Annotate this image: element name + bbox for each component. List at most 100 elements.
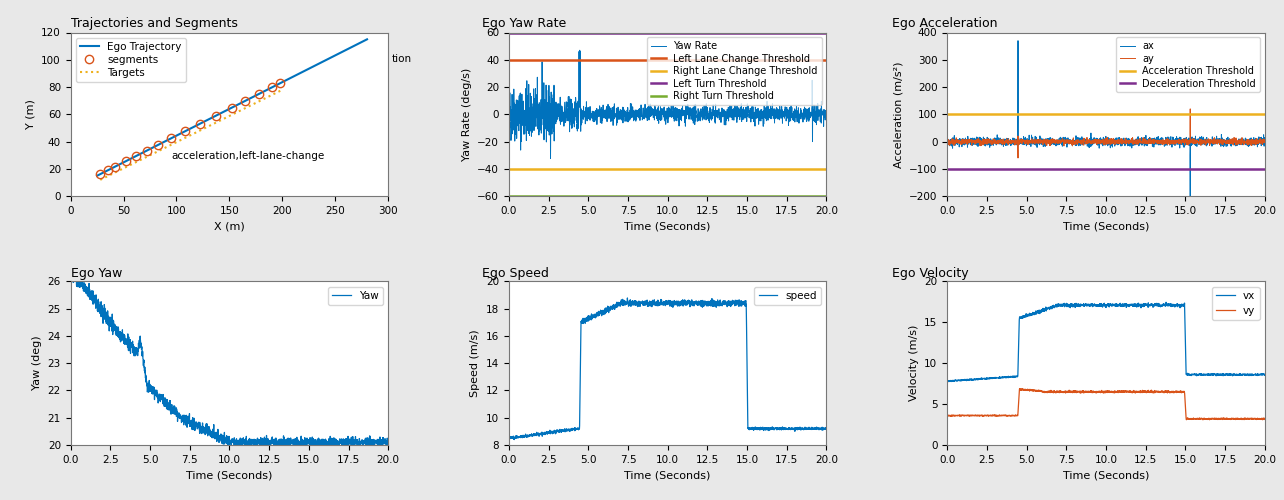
ax <box>955 138 971 143</box>
Yaw Rate <box>656 112 672 117</box>
ax <box>1248 137 1263 143</box>
segments <box>238 98 253 104</box>
Yaw <box>371 440 386 446</box>
Ego Trajectory <box>302 66 317 71</box>
Yaw <box>371 436 386 442</box>
Targets <box>92 177 108 183</box>
Right Lane Change Threshold <box>501 166 516 172</box>
Targets <box>275 87 290 93</box>
ay <box>1085 140 1100 145</box>
segments <box>272 80 288 86</box>
vx <box>1158 300 1174 306</box>
Acceleration Threshold <box>955 112 971 117</box>
vy <box>1094 388 1109 394</box>
Yaw Rate <box>819 110 835 116</box>
vy <box>1248 416 1263 422</box>
vx <box>1248 372 1263 378</box>
Yaw <box>68 270 83 276</box>
ax <box>1094 141 1109 147</box>
ay <box>1011 155 1026 161</box>
speed <box>810 426 826 432</box>
segments <box>177 128 193 134</box>
Y-axis label: Speed (m/s): Speed (m/s) <box>470 330 480 397</box>
X-axis label: Time (Seconds): Time (Seconds) <box>1063 470 1149 480</box>
segments <box>193 121 208 127</box>
Targets <box>94 176 109 182</box>
Legend: Ego Trajectory, segments, Targets: Ego Trajectory, segments, Targets <box>76 38 186 82</box>
Left Lane Change Threshold <box>501 57 516 63</box>
ax <box>1257 140 1272 146</box>
Yaw Rate <box>810 113 826 119</box>
ay <box>1248 138 1263 144</box>
ay <box>1248 142 1263 148</box>
ax <box>1190 138 1206 144</box>
Targets <box>200 124 216 130</box>
Ego Trajectory <box>352 40 367 46</box>
speed <box>517 434 533 440</box>
Text: Ego Yaw Rate: Ego Yaw Rate <box>482 18 566 30</box>
ax <box>1085 140 1100 146</box>
Y-axis label: Velocity (m/s): Velocity (m/s) <box>909 325 918 402</box>
Line: vx: vx <box>948 302 1265 382</box>
Yaw Rate <box>810 112 826 118</box>
Line: Targets: Targets <box>100 90 282 180</box>
X-axis label: Time (Seconds): Time (Seconds) <box>624 470 711 480</box>
Y-axis label: Y (m): Y (m) <box>26 100 36 130</box>
ay <box>1190 137 1206 143</box>
vx <box>1248 372 1263 378</box>
Legend: Yaw Rate, Left Lane Change Threshold, Right Lane Change Threshold, Left Turn Thr: Yaw Rate, Left Lane Change Threshold, Ri… <box>647 38 822 105</box>
Line: speed: speed <box>508 298 827 440</box>
Left Turn Threshold <box>501 30 516 36</box>
segments <box>108 164 123 170</box>
Y-axis label: Acceleration (m/s²): Acceleration (m/s²) <box>894 61 904 168</box>
Line: ax: ax <box>948 40 1265 205</box>
Ego Trajectory <box>213 110 229 116</box>
segments <box>92 171 108 177</box>
ax <box>1248 136 1263 142</box>
vy <box>1190 416 1206 422</box>
segments <box>252 91 267 97</box>
segments <box>100 168 116 173</box>
Line: ay: ay <box>948 109 1265 158</box>
vx <box>1094 302 1109 308</box>
Text: Ego Yaw: Ego Yaw <box>71 268 122 280</box>
Right Lane Change Threshold <box>517 166 533 172</box>
Yaw Rate <box>751 111 767 117</box>
Targets <box>204 122 220 128</box>
speed <box>620 295 636 301</box>
Right Turn Threshold <box>517 193 533 199</box>
Line: Yaw: Yaw <box>71 274 388 450</box>
vx <box>1085 302 1100 308</box>
vx <box>940 378 955 384</box>
Ego Trajectory <box>90 172 105 178</box>
vy <box>1257 416 1272 422</box>
ax <box>1011 38 1026 44</box>
ay <box>1183 106 1198 112</box>
ay <box>1257 139 1272 145</box>
Yaw <box>209 438 225 444</box>
speed <box>501 434 516 440</box>
Acceleration Threshold <box>940 112 955 117</box>
segments <box>128 153 144 159</box>
Left Turn Threshold <box>517 30 533 36</box>
Text: Trajectories and Segments: Trajectories and Segments <box>71 18 238 30</box>
Targets <box>258 95 273 101</box>
vy <box>940 412 955 418</box>
Line: vy: vy <box>948 388 1265 420</box>
segments <box>265 84 280 90</box>
segments <box>139 148 154 154</box>
speed <box>647 300 663 306</box>
Ego Trajectory <box>352 40 367 46</box>
speed <box>751 425 767 431</box>
vy <box>955 412 971 418</box>
Ego Trajectory <box>360 36 375 43</box>
vx <box>941 378 957 384</box>
speed <box>507 436 523 442</box>
speed <box>810 425 826 431</box>
Line: Ego Trajectory: Ego Trajectory <box>98 40 367 175</box>
Line: segments: segments <box>96 79 284 178</box>
X-axis label: Time (Seconds): Time (Seconds) <box>624 222 711 232</box>
vy <box>1248 416 1263 422</box>
Text: Ego Speed: Ego Speed <box>482 268 548 280</box>
segments <box>150 142 166 148</box>
